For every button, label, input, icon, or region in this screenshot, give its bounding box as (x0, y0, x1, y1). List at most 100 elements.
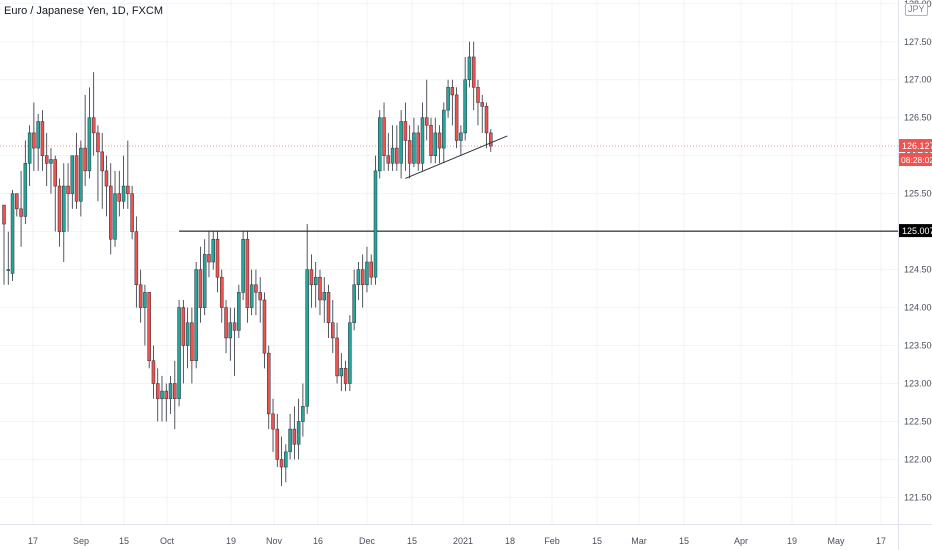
candle-down (151, 360, 156, 384)
candle-down (403, 121, 408, 141)
candle-up (412, 132, 416, 164)
candle-up (49, 159, 53, 164)
x-tick-label: Oct (160, 536, 175, 546)
candle-down (104, 170, 109, 187)
candle-up (313, 276, 318, 286)
candle-up (348, 322, 352, 384)
candle-up (202, 254, 207, 308)
candle-down (326, 292, 331, 324)
candle-up (211, 238, 215, 263)
x-tick-label: Apr (734, 536, 748, 546)
candle-down (164, 390, 169, 399)
candle-down (198, 269, 203, 308)
candle-down (96, 132, 100, 153)
x-tick-label: 15 (119, 536, 129, 546)
candle-down (471, 56, 476, 88)
candle-up (339, 368, 344, 377)
candle-down (331, 322, 335, 339)
candle-up (301, 406, 305, 422)
level-price-label: 125.007 (902, 226, 932, 236)
candle-up (27, 132, 32, 164)
candle-down (386, 155, 391, 164)
x-tick-label: 15 (407, 536, 417, 546)
candle-down (343, 368, 348, 384)
candle-down (126, 185, 130, 194)
candle-up (305, 269, 309, 407)
candle-up (62, 185, 66, 232)
candle-down (407, 140, 412, 164)
candle-up (10, 193, 15, 274)
candle-down (155, 383, 160, 399)
x-tick-label: Feb (544, 536, 560, 546)
candle-down (292, 428, 297, 445)
y-tick-label: 124.000 (904, 303, 932, 313)
candle-up (237, 292, 241, 331)
candle-down (220, 276, 224, 308)
candle-down (309, 269, 314, 286)
candle-up (194, 269, 198, 361)
x-tick-label: Nov (266, 536, 283, 546)
candle-up (23, 163, 28, 217)
x-tick-label: 18 (505, 536, 515, 546)
candle-down (117, 193, 122, 202)
candle-down (66, 185, 70, 194)
x-tick-label: Dec (359, 536, 376, 546)
candle-down (416, 132, 420, 164)
candle-up (463, 79, 467, 134)
y-tick-label: 122.000 (904, 454, 932, 464)
candle-up (87, 117, 92, 172)
candle-down (207, 254, 211, 263)
candle-up (420, 117, 425, 164)
y-tick-label: 123.000 (904, 379, 932, 389)
trendline (405, 135, 508, 179)
last-price-tag (899, 139, 932, 153)
y-tick-label: 122.500 (904, 416, 932, 426)
candle-up (467, 56, 472, 80)
x-tick-label: 19 (787, 536, 797, 546)
level-price-tag (899, 224, 932, 238)
currency-label[interactable]: JPY (905, 3, 928, 16)
x-tick-label: May (827, 536, 845, 546)
candle-down (130, 193, 134, 232)
candle-down (181, 307, 186, 346)
candle-down (395, 147, 399, 164)
x-tick-label: 19 (226, 536, 236, 546)
candle-down (258, 292, 262, 301)
candle-up (177, 307, 181, 399)
candle-up (352, 284, 356, 324)
candle-up (459, 132, 463, 141)
candle-down (232, 322, 237, 331)
x-tick-label: Mar (631, 536, 647, 546)
candle-down (454, 94, 459, 141)
candle-down (369, 261, 373, 278)
candle-down (279, 459, 284, 468)
candle-down (74, 155, 79, 202)
candle-down (134, 231, 139, 286)
candle-up (228, 322, 233, 339)
candle-up (185, 322, 190, 346)
candle-down (318, 276, 322, 301)
candle-up (70, 155, 75, 194)
candle-up (143, 292, 147, 308)
candle-up (322, 292, 326, 301)
candle-down (271, 413, 275, 430)
candle-down (83, 147, 87, 172)
x-tick-label: Sep (73, 536, 89, 546)
candle-up (296, 421, 301, 445)
candle-up (249, 284, 254, 308)
candle-down (32, 132, 36, 149)
candle-down (360, 269, 365, 286)
candle-down (53, 159, 57, 187)
candle-up (288, 428, 292, 453)
y-tick-label: 125.500 (904, 189, 932, 199)
x-tick-label: 15 (679, 536, 689, 546)
candle-up (442, 109, 446, 149)
candle-up (168, 383, 173, 399)
candle-up (378, 117, 382, 172)
chart-title: Euro / Japanese Yen, 1D, FXCM (4, 5, 163, 17)
candle-down (173, 383, 177, 399)
candle-down (147, 292, 151, 361)
candle-up (79, 147, 83, 202)
candle-down (476, 87, 480, 103)
